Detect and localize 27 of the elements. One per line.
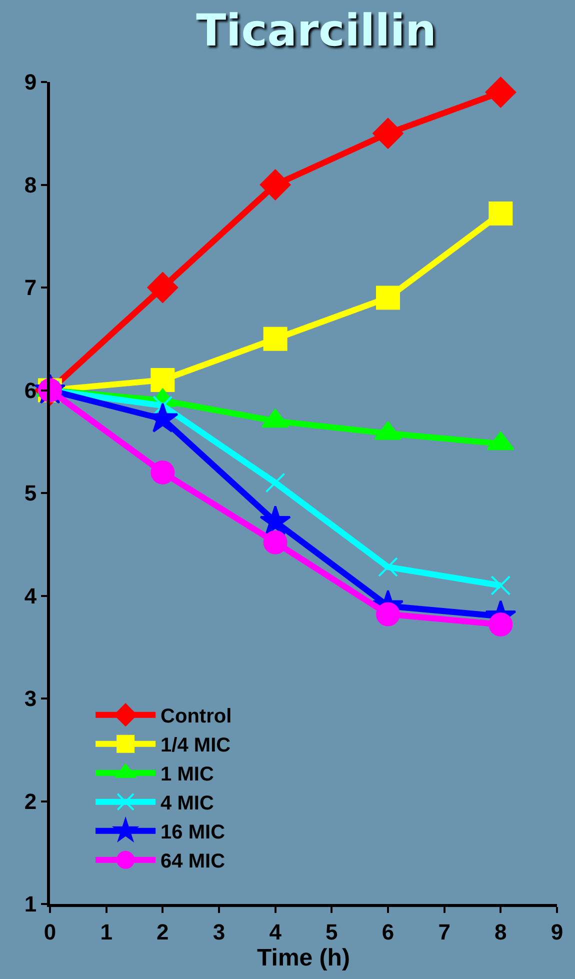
x-tick-label: 6 — [382, 919, 394, 944]
legend-label: 4 MIC — [160, 792, 214, 815]
x-tick-label: 4 — [269, 919, 282, 944]
y-tick-label: 4 — [24, 583, 38, 608]
legend-label: 16 MIC — [160, 822, 226, 844]
x-axis-title: Time (h) — [257, 944, 350, 972]
y-tick-label: 1 — [24, 892, 37, 917]
y-tick-label: 2 — [24, 788, 37, 814]
y-tick-label: 8 — [24, 172, 37, 198]
legend-label: 1 MIC — [160, 764, 214, 786]
x-tick-label: 3 — [212, 919, 226, 944]
x-tick-label: 7 — [438, 919, 450, 944]
x-tick-label: 5 — [326, 919, 338, 944]
x-tick-label: 2 — [156, 919, 169, 944]
y-tick-label: 6 — [24, 378, 37, 403]
x-tick-label: 0 — [44, 919, 56, 944]
y-tick-label: 5 — [24, 480, 37, 506]
chart-title: Ticarcillin — [196, 5, 436, 56]
legend-label: Control — [160, 706, 232, 728]
legend-label: 1/4 MIC — [160, 734, 231, 757]
y-tick-label: 3 — [24, 686, 37, 712]
x-tick-label: 1 — [100, 919, 112, 944]
y-tick-label: 7 — [24, 275, 37, 300]
y-tick-label: 9 — [24, 70, 37, 95]
x-tick-label: 8 — [494, 919, 507, 944]
legend-label: 64 MIC — [160, 850, 226, 873]
x-tick-label: 9 — [550, 919, 564, 944]
